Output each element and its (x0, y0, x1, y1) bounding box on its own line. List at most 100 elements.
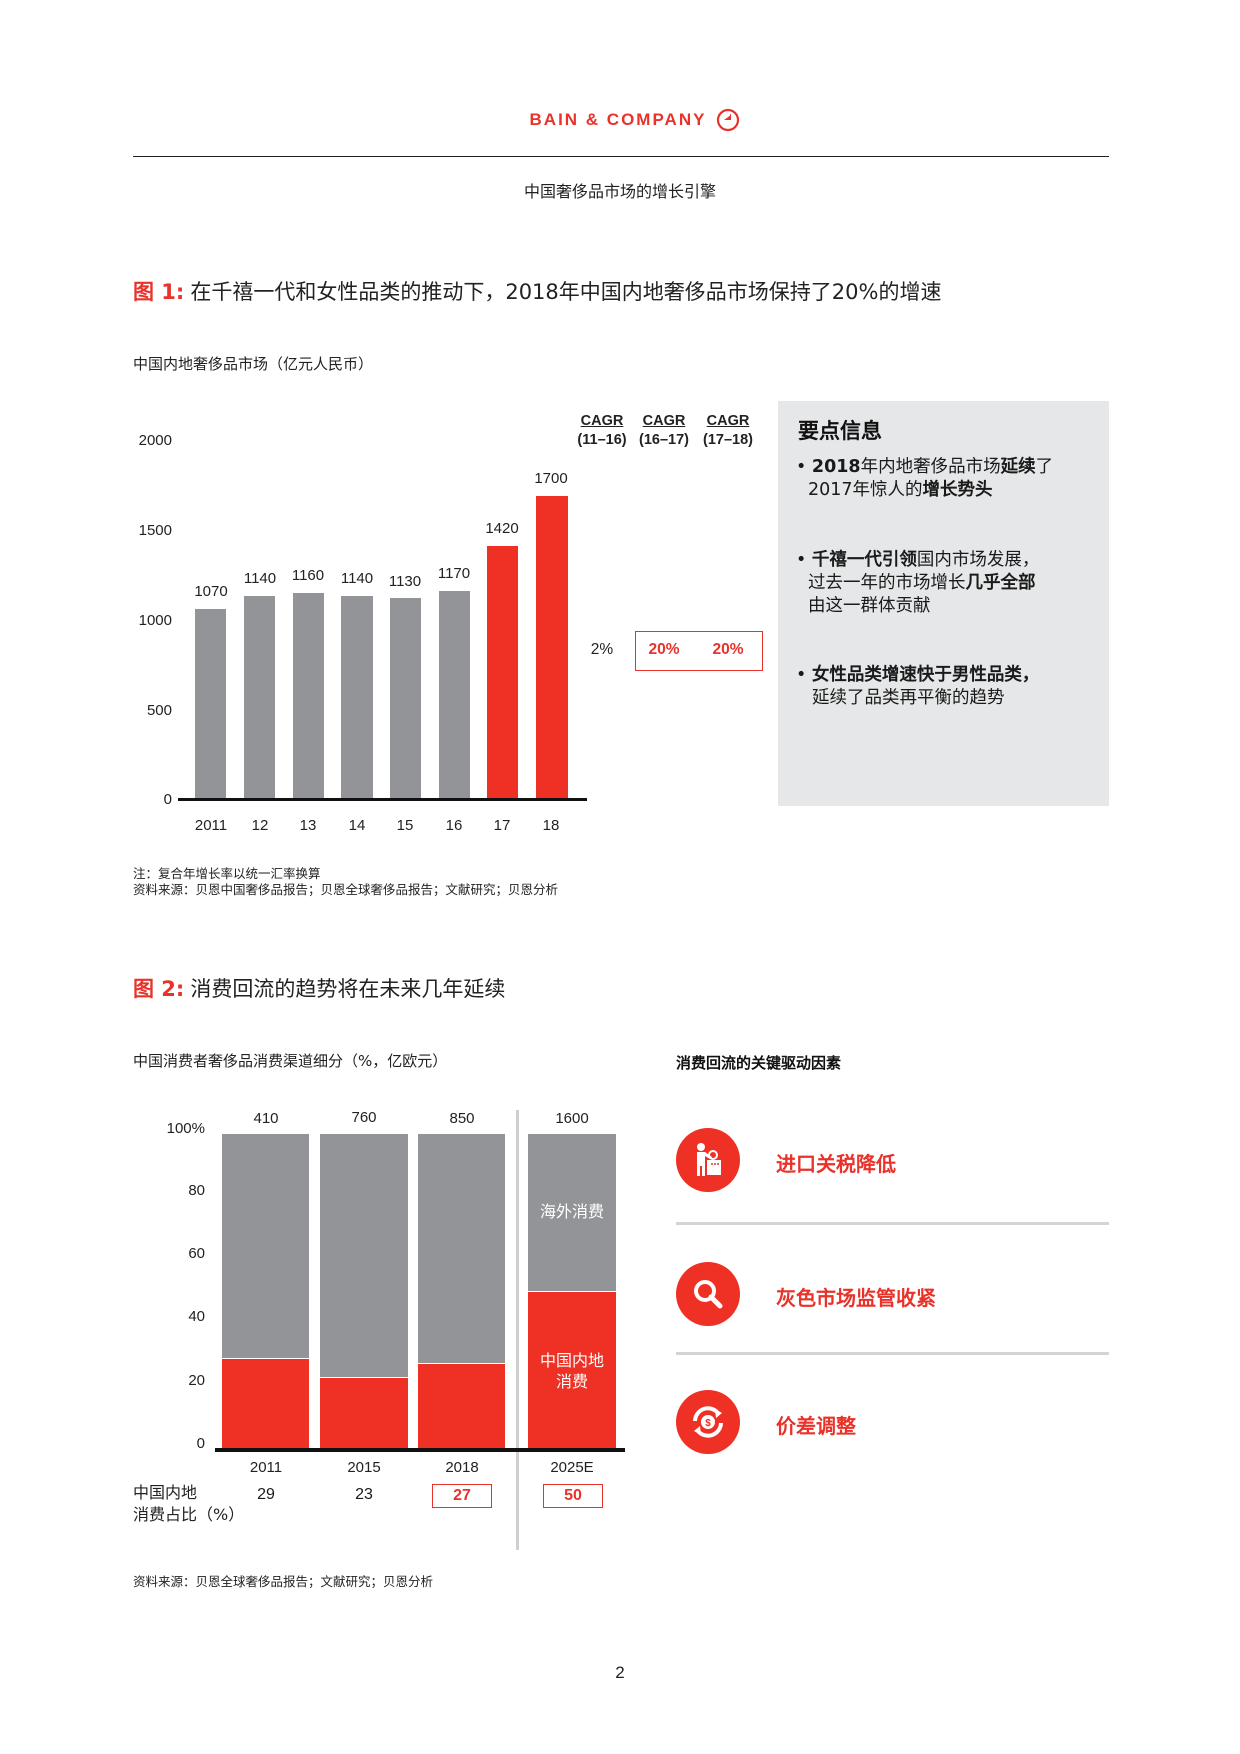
mainland-series-label: 中国内地 消费 (539, 1351, 604, 1391)
bar-2012 (244, 596, 275, 801)
brand-name: BAIN & COMPANY (529, 110, 707, 129)
x-tick: 16 (445, 817, 463, 834)
cagr-header-16-17: CAGR (16–17) (639, 413, 689, 448)
figure1-title-text: 在千禧一代和女性品类的推动下，2018年中国内地奢侈品市场保持了20%的增速 (190, 280, 942, 304)
figure1-note: 注：复合年增长率以统一汇率换算 (133, 866, 321, 881)
y-tick: 20 (188, 1372, 205, 1389)
cagr-value-16-17: 20% (648, 641, 680, 658)
x-tick: 12 (251, 817, 269, 834)
mainland-share-2025e: 50 (543, 1484, 603, 1508)
y-tick: 100% (166, 1120, 205, 1137)
driver-item-tariff: 进口关税降低 (676, 1128, 1109, 1248)
bar-2025e-mainland (528, 1292, 616, 1449)
document-subtitle: 中国奢侈品市场的增长引擎 (523, 182, 716, 201)
y-tick: 1500 (138, 522, 172, 539)
bar-2015-mainland (320, 1378, 408, 1449)
x-tick: 2018 (445, 1459, 479, 1476)
figure1-chart-label: 中国内地奢侈品市场（亿元人民币） (133, 355, 374, 373)
cagr-header-17-18: CAGR (17–18) (703, 413, 753, 448)
key-point-1: • 2018年内地奢侈品市场延续了 2017年惊人的增长势头 (796, 457, 1054, 500)
mainland-share-2015: 23 (355, 1486, 373, 1503)
value-label: 1070 (194, 583, 228, 600)
figure2-title-text: 消费回流的趋势将在未来几年延续 (190, 977, 506, 1001)
currency-exchange-icon: $ (676, 1390, 740, 1454)
driver-label: 灰色市场监管收紧 (776, 1286, 936, 1310)
driver-divider (676, 1352, 1109, 1355)
x-tick: 15 (396, 817, 414, 834)
value-label: 1170 (437, 565, 471, 582)
y-tick: 80 (188, 1182, 205, 1199)
x-tick: 13 (299, 817, 317, 834)
y-tick: 0 (163, 791, 172, 808)
header-divider (133, 156, 1109, 157)
key-points-panel: 要点信息 • 2018年内地奢侈品市场延续了 2017年惊人的增长势头 • 千禧… (778, 401, 1109, 806)
total-label: 850 (449, 1110, 475, 1127)
bar-2011-overseas (222, 1134, 309, 1358)
cagr-header-11-16: CAGR (11–16) (577, 413, 627, 448)
x-axis-line (178, 798, 587, 801)
drivers-title: 消费回流的关键驱动因素 (676, 1054, 842, 1072)
brand-header: BAIN & COMPANY (0, 108, 1240, 132)
channel-split-stacked-chart: 100% 80 60 40 20 0 海外消费 中国内地 消费 410 760 … (133, 1109, 625, 1550)
bar-2016 (439, 591, 470, 801)
value-label: 1420 (485, 520, 519, 537)
bar-2014 (341, 596, 373, 801)
x-tick: 2015 (347, 1459, 381, 1476)
bar-2015 (390, 598, 421, 801)
magnifier-icon (676, 1262, 740, 1326)
figure2-source: 资料来源：贝恩全球奢侈品报告；文献研究；贝恩分析 (133, 1574, 434, 1589)
page-number: 2 (615, 1663, 625, 1682)
bar-2025e-overseas (528, 1134, 616, 1291)
bar-2017 (487, 546, 518, 801)
total-label: 760 (351, 1109, 377, 1126)
value-label: 1130 (388, 573, 422, 590)
bar-2011 (195, 609, 226, 801)
x-tick: 2011 (194, 817, 228, 834)
y-tick: 60 (188, 1245, 205, 1262)
figure2-chart-label: 中国消费者奢侈品消费渠道细分（%，亿欧元） (133, 1052, 448, 1070)
x-tick: 17 (493, 817, 511, 834)
figure2-number: 图 2: (133, 977, 185, 1001)
bar-2013 (293, 593, 324, 801)
total-label: 410 (253, 1110, 279, 1127)
bar-2011-mainland (222, 1359, 309, 1449)
mainland-share-2011: 29 (257, 1486, 275, 1503)
driver-item-price-gap: $ 价差调整 (676, 1390, 1109, 1510)
key-points-title: 要点信息 (798, 419, 882, 443)
key-point-2: • 千禧一代引领国内市场发展， 过去一年的市场增长几乎全部 由这一群体贡献 (796, 550, 1040, 616)
figure1-notes: 注：复合年增长率以统一汇率换算 资料来源：贝恩中国奢侈品报告；贝恩全球奢侈品报告… (133, 866, 558, 898)
total-label: 1600 (555, 1110, 589, 1127)
driver-label: 进口关税降低 (776, 1152, 896, 1176)
key-point-3: • 女性品类增速快于男性品类， 延续了品类再平衡的趋势 (796, 665, 1040, 708)
bain-logo-circle-icon (717, 108, 740, 132)
driver-label: 价差调整 (776, 1414, 856, 1438)
y-tick: 40 (188, 1308, 205, 1325)
mainland-share-row-label: 中国内地 消费占比（%） (133, 1483, 245, 1524)
value-label: 1700 (534, 470, 568, 487)
x-tick: 2025E (550, 1459, 594, 1476)
value-label: 1160 (291, 567, 325, 584)
overseas-series-label: 海外消费 (539, 1202, 604, 1221)
forecast-divider (516, 1110, 519, 1550)
value-label: 1140 (243, 570, 277, 587)
y-tick: 2000 (138, 432, 172, 449)
svg-text:$: $ (705, 1418, 711, 1429)
bar-2015-overseas (320, 1134, 408, 1377)
x-tick: 18 (542, 817, 560, 834)
cagr-value-11-16: 2% (590, 641, 614, 658)
mainland-share-2018: 27 (432, 1484, 492, 1508)
figure2-title: 图 2: 消费回流的趋势将在未来几年延续 (133, 973, 505, 1003)
figure1-source: 资料来源：贝恩中国奢侈品报告；贝恩全球奢侈品报告；文献研究；贝恩分析 (133, 882, 559, 897)
cagr-value-17-18: 20% (712, 641, 744, 658)
y-tick: 500 (146, 702, 172, 719)
market-size-bar-chart: 2000 1500 1000 500 0 1070 1140 1160 1140… (138, 413, 763, 834)
bar-2018-mainland (418, 1364, 505, 1449)
driver-item-grey-market: 灰色市场监管收紧 (676, 1262, 1109, 1382)
x-axis-line (215, 1448, 625, 1452)
figure1-number: 图 1: (133, 280, 185, 304)
cagr-highlight-box (635, 631, 763, 671)
bar-2018-overseas (418, 1134, 505, 1363)
value-label: 1140 (340, 570, 374, 587)
driver-divider (676, 1222, 1109, 1225)
figure1-title: 图 1: 在千禧一代和女性品类的推动下，2018年中国内地奢侈品市场保持了20%的… (133, 276, 941, 306)
